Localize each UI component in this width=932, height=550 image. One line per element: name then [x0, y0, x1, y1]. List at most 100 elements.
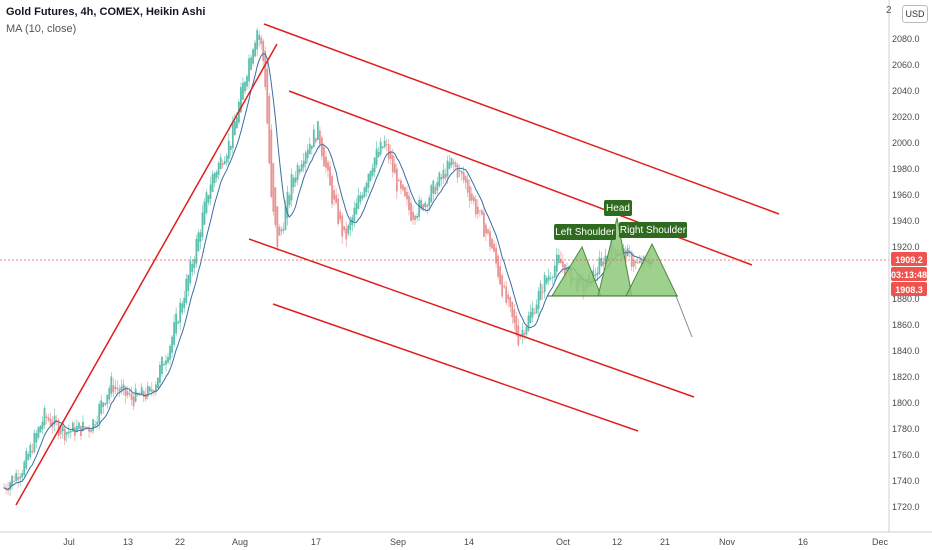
candle-body [630, 252, 633, 267]
candle-body [359, 195, 362, 203]
candle-body [549, 277, 552, 279]
candle-body [146, 386, 149, 397]
candle-body [157, 377, 159, 389]
candle-body [329, 166, 331, 186]
candle-body [268, 96, 271, 164]
candle-body [276, 206, 279, 248]
svg-text:1909.2: 1909.2 [895, 255, 923, 265]
candle-body [371, 168, 374, 176]
candle-body [144, 394, 147, 400]
candle-body [189, 260, 192, 284]
candle-body [365, 182, 368, 193]
candle-body [84, 426, 86, 428]
candle-body [377, 151, 380, 157]
annotation-left-shoulder[interactable]: Left Shoulder [554, 224, 616, 240]
x-tick-label: 14 [464, 537, 474, 547]
candle-body [134, 388, 137, 402]
candle-body [154, 384, 157, 392]
currency-button[interactable]: USD [902, 5, 928, 23]
candle-body [286, 191, 289, 219]
candle-body [264, 50, 267, 88]
candle-body [308, 143, 311, 154]
candle-body [82, 421, 84, 431]
candle-body [456, 164, 459, 178]
candle-body [252, 49, 254, 64]
candle-body [375, 148, 378, 165]
candle-body [29, 444, 32, 457]
candle-body [337, 198, 340, 225]
candle-body [387, 144, 390, 160]
x-tick-label: Sep [390, 537, 406, 547]
candle-body [11, 475, 13, 487]
candle-body [363, 187, 366, 197]
candle-body [440, 177, 443, 180]
candle-body [410, 202, 412, 221]
channel-upper-line[interactable] [263, 23, 780, 215]
candle-body [92, 419, 94, 431]
candle-body [412, 211, 414, 220]
candle-body [353, 207, 356, 222]
candle-body [227, 140, 230, 159]
candle-body [240, 87, 242, 113]
candle-body [507, 294, 510, 300]
candle-body [100, 400, 103, 414]
annotation-head[interactable]: Head [604, 200, 632, 216]
candle-body [116, 387, 119, 390]
candle-body [314, 138, 317, 142]
candle-body [503, 285, 506, 288]
candle-body [199, 232, 202, 242]
candle-body [436, 181, 439, 191]
candle-body [553, 265, 556, 278]
target-projection[interactable] [675, 295, 693, 338]
candle-body [416, 215, 418, 218]
candle-body [25, 451, 28, 469]
candle-body [594, 274, 597, 277]
annotation-right-shoulder[interactable]: Right Shoulder [619, 222, 687, 238]
rising-trendline[interactable] [15, 43, 278, 506]
candle-body [349, 220, 352, 230]
candle-body [215, 171, 218, 179]
candle-body [213, 173, 216, 184]
channel-low-line[interactable] [248, 238, 695, 398]
candle-body [474, 199, 477, 215]
candle-body [444, 173, 447, 179]
candle-body [231, 122, 234, 148]
countdown-tag: 03:13:48 [891, 267, 927, 281]
candle-body [13, 480, 16, 482]
x-tick-label: Dec [872, 537, 889, 547]
candle-body [193, 259, 196, 268]
candle-body [161, 356, 163, 374]
candle-body [112, 385, 115, 393]
candle-body [221, 163, 224, 166]
candle-body [242, 82, 244, 100]
candle-body [298, 169, 301, 173]
candle-body [310, 145, 313, 149]
candle-body [373, 157, 376, 173]
candle-body [491, 239, 493, 249]
candle-body [177, 321, 180, 324]
candle-body [464, 176, 467, 183]
candle-body [167, 356, 169, 363]
indicator-label[interactable]: MA (10, close) [6, 23, 77, 35]
candle-body [562, 261, 564, 268]
candle-body [282, 228, 285, 231]
candle-body [69, 430, 72, 433]
candle-body [244, 81, 246, 92]
x-tick-label: Aug [232, 537, 248, 547]
channel-bottom-line[interactable] [272, 303, 639, 432]
drawings[interactable] [15, 23, 780, 506]
candle-body [397, 180, 400, 182]
candle-body [493, 243, 495, 252]
candle-body [94, 424, 97, 426]
y-tick-label: 1960.0 [892, 190, 920, 200]
chart-title: Gold Futures, 4h, COMEX, Heikin Ashi [6, 6, 206, 18]
candle-body [104, 403, 107, 405]
candle-body [383, 140, 386, 148]
candle-body [438, 172, 441, 187]
x-tick-label: 22 [175, 537, 185, 547]
candle-body [203, 201, 206, 225]
candle-body [41, 421, 44, 430]
candle-body [628, 252, 631, 254]
candle-body [233, 121, 236, 136]
